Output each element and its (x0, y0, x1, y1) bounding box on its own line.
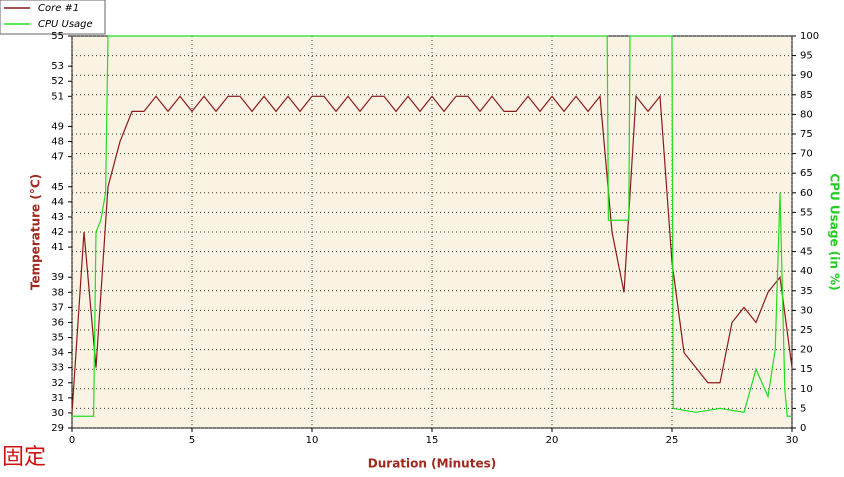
y-tick-label: 52 (51, 76, 64, 87)
y2-tick-label: 45 (800, 247, 813, 258)
y-tick-label: 41 (51, 242, 64, 253)
y2-tick-label: 65 (800, 168, 813, 179)
series-line (72, 35, 792, 417)
x-tick-label: 15 (426, 435, 439, 446)
y-tick-label: 36 (51, 317, 64, 328)
x-tick-label: 25 (666, 435, 679, 446)
y-tick-label: 55 (51, 31, 64, 42)
y2-tick-label: 20 (800, 345, 813, 356)
y-tick-label: 29 (51, 423, 64, 434)
y-tick-label: 44 (51, 197, 64, 208)
y2-tick-label: 55 (800, 207, 813, 218)
series-line (71, 94, 793, 413)
y-tick-label: 45 (51, 182, 64, 193)
y2-tick-label: 15 (800, 364, 813, 375)
watermark: 固定 (2, 445, 46, 470)
y-tick-label: 35 (51, 333, 64, 344)
x-axis-title: Duration (Minutes) (368, 457, 496, 471)
x-tick-label: 20 (546, 435, 559, 446)
y-tick-label: 31 (51, 393, 64, 404)
y2-tick-label: 100 (800, 31, 819, 42)
y-tick-label: 33 (51, 363, 64, 374)
y2-tick-label: 30 (800, 305, 813, 316)
y2-tick-label: 95 (800, 51, 813, 62)
x-tick-label: 30 (786, 435, 799, 446)
x-tick-label: 5 (189, 435, 195, 446)
y2-tick-label: 5 (800, 403, 806, 414)
y-tick-label: 47 (51, 152, 64, 163)
y2-tick-label: 85 (800, 90, 813, 101)
x-tick-label: 10 (306, 435, 319, 446)
y-tick-label: 30 (51, 408, 64, 419)
y2-tick-label: 40 (800, 266, 813, 277)
legend-label: CPU Usage (38, 19, 93, 30)
legend-label: Core #1 (38, 3, 79, 14)
legend (0, 0, 106, 35)
x-tick-label: 0 (69, 435, 75, 446)
y2-tick-label: 25 (800, 325, 813, 336)
y2-tick-label: 0 (800, 423, 806, 434)
y-axis-title: Temperature (°C) (29, 174, 43, 290)
y-tick-label: 53 (51, 61, 64, 72)
y2-tick-label: 10 (800, 384, 813, 395)
y-tick-label: 34 (51, 348, 64, 359)
y2-tick-label: 60 (800, 188, 813, 199)
y-tick-label: 51 (51, 91, 64, 102)
y-tick-label: 49 (51, 121, 64, 132)
y2-tick-label: 80 (800, 109, 813, 120)
y2-tick-label: 35 (800, 286, 813, 297)
y2-tick-label: 75 (800, 129, 813, 140)
y2-axis-title: CPU Usage (in %) (828, 173, 842, 290)
y-tick-label: 42 (51, 227, 64, 238)
y-tick-label: 32 (51, 378, 64, 389)
y-tick-label: 39 (51, 272, 64, 283)
y-tick-label: 38 (51, 287, 64, 298)
y-tick-label: 37 (51, 302, 64, 313)
y-tick-label: 48 (51, 137, 64, 148)
y2-tick-label: 90 (800, 70, 813, 81)
y2-tick-label: 70 (800, 149, 813, 160)
y2-tick-label: 50 (800, 227, 813, 238)
y-tick-label: 43 (51, 212, 64, 223)
